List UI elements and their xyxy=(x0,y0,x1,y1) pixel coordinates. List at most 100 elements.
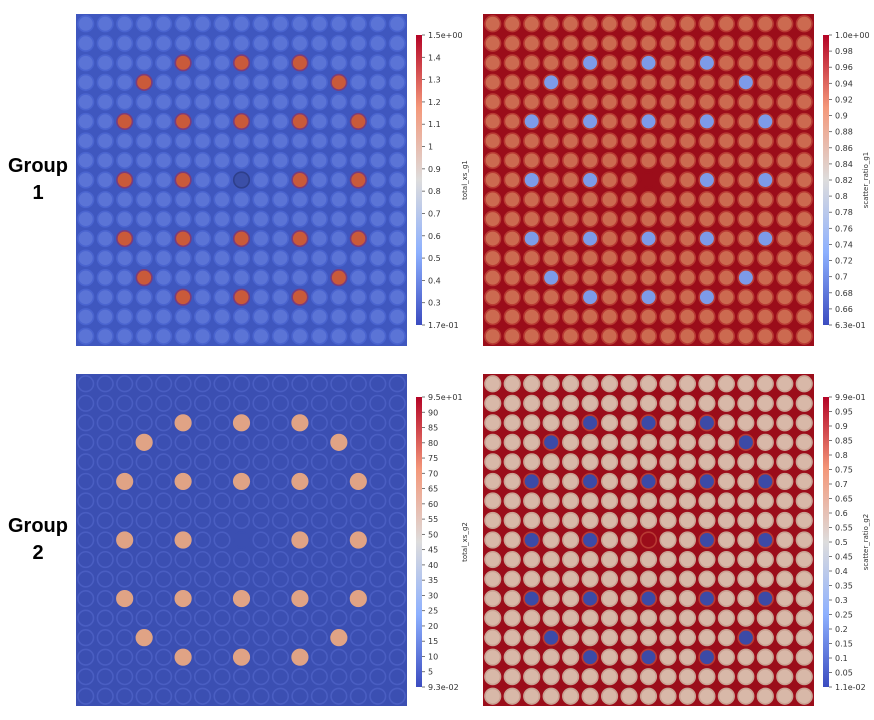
fuel-pin xyxy=(523,394,541,412)
fuel-pin xyxy=(717,269,735,287)
fuel-pin xyxy=(271,492,290,510)
fuel-pin xyxy=(542,375,560,393)
fuel-pin xyxy=(310,151,328,170)
fuel-pin xyxy=(369,249,387,267)
fuel-pin xyxy=(756,249,774,267)
fuel-pin xyxy=(388,629,406,647)
fuel-pin xyxy=(737,171,755,189)
fuel-pin xyxy=(659,54,677,72)
fuel-pin xyxy=(620,269,638,287)
fuel-pin xyxy=(737,288,755,306)
fuel-pin xyxy=(503,210,521,228)
fuel-pin xyxy=(232,687,251,705)
fuel-pin xyxy=(232,629,251,647)
guide-tube xyxy=(330,269,348,287)
fuel-pin xyxy=(291,629,309,647)
fuel-pin xyxy=(717,34,735,52)
fuel-pin xyxy=(116,54,134,72)
colorbar-tick-label: 0.8 xyxy=(835,451,848,460)
fuel-pin xyxy=(252,132,270,150)
fuel-pin xyxy=(310,668,328,686)
fuel-pin xyxy=(756,414,774,432)
fuel-pin xyxy=(503,492,521,510)
guide-tube xyxy=(581,171,599,189)
colorbar-tick-label: 1.2 xyxy=(428,98,441,107)
fuel-pin xyxy=(252,414,270,432)
fuel-pin xyxy=(737,54,755,72)
fuel-pin xyxy=(135,609,153,627)
fuel-pin xyxy=(310,492,328,510)
fuel-pin xyxy=(174,151,192,170)
fuel-pin xyxy=(349,492,367,510)
fuel-pin xyxy=(174,15,192,33)
fuel-pin xyxy=(193,472,212,490)
fuel-pin xyxy=(155,550,173,569)
fuel-pin xyxy=(193,453,212,471)
fuel-pin xyxy=(678,629,697,647)
fuel-pin xyxy=(155,269,173,287)
fuel-pin xyxy=(717,190,735,209)
fuel-pin xyxy=(291,132,309,150)
fuel-pin xyxy=(776,531,794,549)
fuel-pin xyxy=(562,249,580,267)
fuel-pin xyxy=(503,288,521,306)
fuel-pin xyxy=(330,151,348,170)
fuel-pin xyxy=(96,269,114,287)
fuel-pin xyxy=(349,210,367,228)
fuel-pin xyxy=(484,472,502,490)
fuel-pin xyxy=(542,93,560,111)
fuel-pin xyxy=(116,93,134,111)
group-1-label-line2: 1 xyxy=(32,182,44,204)
fuel-pin xyxy=(252,472,270,490)
fuel-pin xyxy=(795,210,813,228)
fuel-pin xyxy=(639,570,658,588)
guide-tube xyxy=(639,414,658,432)
fuel-pin xyxy=(310,590,328,608)
fuel-pin xyxy=(678,531,697,549)
colorbar-tick-label: 1.5e+00 xyxy=(428,31,463,40)
fuel-pin xyxy=(678,648,697,666)
scatter-ratio-g2-colorbar: 9.9e-01 0.95 0.9 0.85 0.8 0.75 0.7 0.65 0.6 0.55 0… xyxy=(823,393,870,692)
guide-tube xyxy=(174,414,192,432)
fuel-pin xyxy=(523,327,541,345)
fuel-pin xyxy=(717,73,735,91)
fuel-pin xyxy=(155,132,173,150)
fuel-pin xyxy=(698,453,716,471)
colorbar-tick-label: 9.3e-02 xyxy=(428,683,459,692)
fuel-pin xyxy=(756,550,774,569)
fuel-pin xyxy=(776,210,794,228)
fuel-pin xyxy=(349,93,367,111)
fuel-pin xyxy=(776,112,794,130)
fuel-pin xyxy=(252,15,270,33)
guide-tube xyxy=(174,112,192,130)
colorbar-tick-label: 50 xyxy=(428,530,438,539)
fuel-pin xyxy=(678,34,697,52)
fuel-pin xyxy=(77,629,95,647)
fuel-pin xyxy=(581,687,599,705)
fuel-pin xyxy=(193,249,212,267)
fuel-pin xyxy=(795,327,813,345)
fuel-pin xyxy=(484,375,502,393)
colorbar-tick-label: 1.1e-02 xyxy=(835,683,866,692)
fuel-pin xyxy=(678,308,697,326)
fuel-pin xyxy=(155,249,173,267)
fuel-pin xyxy=(523,210,541,228)
fuel-pin xyxy=(620,308,638,326)
fuel-pin xyxy=(213,453,231,471)
colorbar-title: total_xs_g1 xyxy=(461,160,469,200)
fuel-pin xyxy=(776,15,794,33)
fuel-pin xyxy=(776,269,794,287)
colorbar-title: scatter_ratio_g1 xyxy=(862,152,870,209)
fuel-pin xyxy=(155,414,173,432)
fuel-pin xyxy=(756,492,774,510)
fuel-pin xyxy=(503,687,521,705)
fuel-pin xyxy=(717,288,735,306)
fuel-pin xyxy=(174,511,192,530)
fuel-pin xyxy=(193,668,212,686)
fuel-pin xyxy=(503,34,521,52)
fuel-pin xyxy=(484,531,502,549)
fuel-pin xyxy=(737,492,755,510)
colorbar-tick-label: 0.2 xyxy=(835,625,848,634)
fuel-pin xyxy=(77,269,95,287)
fuel-pin xyxy=(252,249,270,267)
